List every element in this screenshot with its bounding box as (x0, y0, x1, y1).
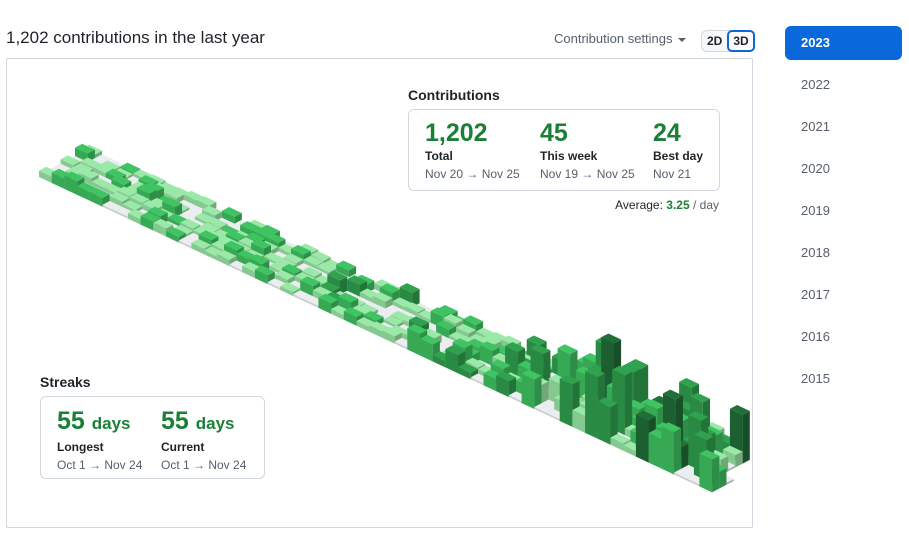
current-streak-label: Current (161, 440, 205, 454)
longest-streak-range: Oct 1 → Nov 24 (57, 458, 143, 472)
streaks-title: Streaks (40, 374, 91, 390)
contribution-day-cell (661, 422, 682, 475)
view-2d-button[interactable]: 2D (707, 34, 723, 48)
total-range: Nov 20 → Nov 25 (425, 167, 520, 181)
view-3d-button[interactable]: 3D (727, 30, 755, 52)
total-stat: 1,202 Total Nov 20 → Nov 25 (425, 118, 520, 181)
week-value: 45 (540, 119, 568, 147)
total-value: 1,202 (425, 119, 488, 147)
week-label: This week (540, 149, 598, 163)
average-unit: / day (692, 198, 719, 212)
best-day-value: 24 (653, 119, 681, 147)
year-link-2023[interactable]: 2023 (785, 26, 902, 60)
year-link-2015[interactable]: 2015 (801, 371, 830, 386)
longest-streak-unit: days (91, 414, 131, 433)
current-streak-number: 55 (161, 407, 189, 435)
contribution-settings-dropdown[interactable]: Contribution settings (554, 31, 686, 46)
streaks-stats-box: 55 days Longest Oct 1 → Nov 24 55 days C… (40, 396, 265, 479)
current-streak-value: 55 days (161, 406, 246, 439)
year-link-2022[interactable]: 2022 (801, 77, 830, 92)
contributions-title: Contributions (408, 87, 500, 103)
year-link-2018[interactable]: 2018 (801, 245, 830, 260)
longest-streak-label: Longest (57, 440, 104, 454)
year-link-2017[interactable]: 2017 (801, 287, 830, 302)
average-line: Average: 3.25 / day (615, 198, 719, 212)
contributions-heading: 1,202 contributions in the last year (6, 28, 265, 47)
contribution-day-cell (597, 397, 618, 445)
longest-streak-stat: 55 days Longest Oct 1 → Nov 24 (57, 406, 142, 472)
week-stat: 45 This week Nov 19 → Nov 25 (540, 118, 635, 181)
contribution-day-cell (496, 371, 517, 398)
average-label: Average: (615, 198, 663, 212)
current-streak-range: Oct 1 → Nov 24 (161, 458, 247, 472)
contribution-day-cell (699, 449, 720, 493)
contribution-day-cell (336, 260, 357, 280)
year-list: 2023 2022 2021 2020 2019 2018 2017 2016 … (785, 26, 902, 404)
year-link-2021[interactable]: 2021 (801, 119, 830, 134)
total-label: Total (425, 149, 453, 163)
contribution-day-cell (521, 369, 542, 410)
best-day-stat: 24 Best day Nov 21 (653, 118, 703, 181)
week-range: Nov 19 → Nov 25 (540, 167, 635, 181)
longest-streak-value: 55 days (57, 406, 142, 439)
average-value: 3.25 (666, 198, 690, 212)
longest-streak-number: 55 (57, 407, 85, 435)
current-streak-unit: days (195, 414, 235, 433)
best-day-range: Nov 21 (653, 167, 692, 181)
contribution-day-cell (445, 345, 466, 374)
year-link-2020[interactable]: 2020 (801, 161, 830, 176)
contribution-settings-label: Contribution settings (554, 31, 673, 46)
current-streak-stat: 55 days Current Oct 1 → Nov 24 (161, 406, 246, 472)
contribution-day-cell (221, 207, 242, 226)
isometric-contribution-graph (39, 143, 750, 493)
contribution-graph-panel: Contributions 1,202 Total Nov 20 → Nov 2… (6, 58, 753, 528)
caret-down-icon (677, 37, 686, 42)
view-toggle: 2D 3D (701, 30, 755, 52)
contributions-stats-box: 1,202 Total Nov 20 → Nov 25 45 This week… (408, 109, 720, 191)
year-link-2019[interactable]: 2019 (801, 203, 830, 218)
best-day-label: Best day (653, 149, 704, 163)
year-link-2016[interactable]: 2016 (801, 329, 830, 344)
